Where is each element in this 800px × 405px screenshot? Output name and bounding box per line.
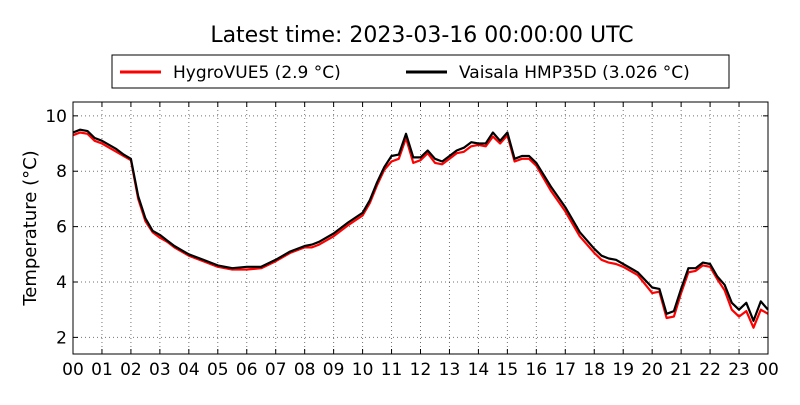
x-tick-label: 09 (323, 360, 345, 380)
x-tick-label: 10 (352, 360, 374, 380)
x-tick-label: 19 (612, 360, 634, 380)
x-tick-label: 05 (207, 360, 229, 380)
x-tick-label: 08 (294, 360, 316, 380)
x-tick-label: 04 (178, 360, 200, 380)
x-tick-label: 15 (497, 360, 519, 380)
grid-lines (73, 102, 768, 354)
x-tick-label: 03 (149, 360, 171, 380)
x-tick-label: 01 (91, 360, 113, 380)
y-axis-label: Temperature (°C) (20, 150, 41, 306)
x-tick-label: 20 (641, 360, 663, 380)
x-tick-label: 07 (265, 360, 287, 380)
y-tick-label: 2 (56, 328, 67, 348)
x-tick-label: 11 (381, 360, 403, 380)
x-tick-label: 02 (120, 360, 142, 380)
x-tick-label: 21 (670, 360, 692, 380)
y-tick-label: 4 (56, 273, 67, 293)
y-tick-label: 10 (45, 107, 67, 127)
legend: HygroVUE5 (2.9 °C) Vaisala HMP35D (3.026… (111, 54, 730, 89)
x-tick-label: 22 (699, 360, 721, 380)
x-tick-label: 06 (236, 360, 258, 380)
chart-title: Latest time: 2023-03-16 00:00:00 UTC (210, 23, 633, 48)
x-tick-label: 12 (410, 360, 432, 380)
legend-label-hygrovue: HygroVUE5 (2.9 °C) (173, 63, 341, 83)
x-tick-label: 00 (757, 360, 779, 380)
y-tick-label: 8 (56, 162, 67, 182)
x-tick-label: 17 (554, 360, 576, 380)
x-tick-label: 00 (62, 360, 84, 380)
x-tick-label: 18 (583, 360, 605, 380)
series-line-vaisala (72, 128, 769, 322)
x-tick-label: 16 (526, 360, 548, 380)
axis-ticks: 00 01 02 03 04 05 06 07 08 09 10 11 12 13 14 15 16 17 18 19… (45, 102, 779, 380)
series-lines (72, 128, 769, 329)
legend-label-vaisala: Vaisala HMP35D (3.026 °C) (459, 63, 690, 83)
plot-area-frame (72, 101, 769, 355)
x-tick-label: 14 (468, 360, 490, 380)
y-tick-label: 6 (56, 218, 67, 238)
x-tick-label: 23 (728, 360, 750, 380)
x-tick-label: 13 (439, 360, 461, 380)
